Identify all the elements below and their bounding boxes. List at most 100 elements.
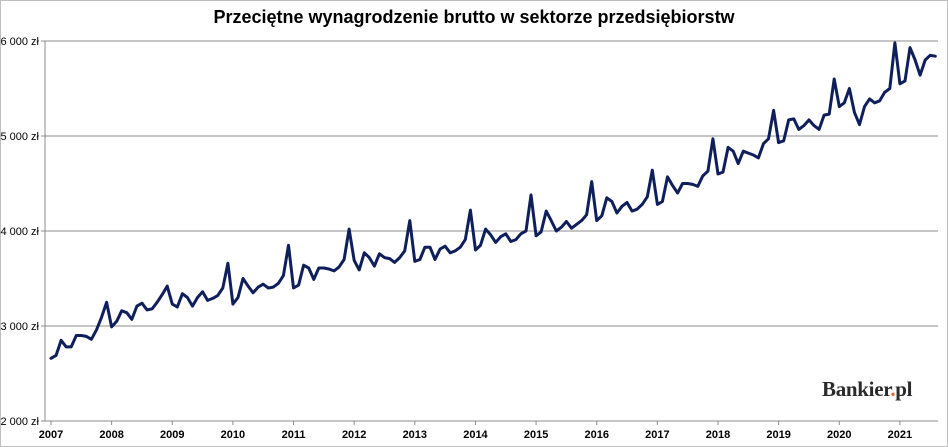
data-point: [833, 77, 836, 81]
data-point: [777, 141, 780, 144]
data-point: [206, 299, 209, 302]
data-point: [115, 320, 118, 323]
data-point: [171, 302, 174, 306]
data-point: [873, 101, 876, 105]
x-tick-label: 2011: [282, 429, 306, 441]
data-point: [201, 290, 204, 293]
data-point: [696, 185, 699, 188]
data-point: [671, 184, 674, 187]
data-point: [691, 183, 694, 186]
data-point: [337, 265, 341, 269]
data-point: [807, 118, 811, 122]
x-tick-label: 2020: [827, 429, 851, 441]
data-point: [494, 241, 497, 244]
data-point: [858, 123, 861, 126]
data-point: [666, 175, 669, 179]
chart-title: Przeciętne wynagrodzenie brutto w sektor…: [213, 7, 735, 27]
data-point: [95, 328, 98, 331]
data-point: [161, 293, 164, 296]
data-point: [610, 200, 614, 203]
data-point: [408, 219, 411, 222]
data-point: [646, 195, 649, 198]
data-point: [625, 201, 629, 204]
data-point: [635, 208, 639, 211]
data-point: [903, 79, 907, 83]
data-point: [312, 278, 315, 281]
x-tick-label: 2021: [888, 429, 912, 441]
data-point: [464, 238, 467, 241]
data-point: [686, 182, 689, 185]
data-point: [651, 169, 654, 172]
data-point: [620, 205, 624, 208]
data-point: [181, 292, 184, 295]
data-point: [656, 203, 659, 206]
data-point: [287, 244, 290, 247]
data-point: [176, 305, 179, 309]
data-point: [135, 304, 139, 308]
data-point: [363, 251, 366, 254]
data-point: [145, 308, 149, 312]
x-tick-label: 2018: [706, 429, 730, 441]
data-point: [236, 296, 240, 299]
logo-brand: Bankier: [822, 377, 891, 401]
x-tick-label: 2017: [645, 429, 669, 441]
data-point: [918, 74, 922, 77]
data-point: [742, 150, 745, 153]
data-point: [605, 196, 608, 199]
data-point: [191, 304, 194, 308]
data-point: [752, 153, 755, 157]
data-point: [499, 235, 502, 238]
data-point: [913, 58, 917, 62]
data-point: [49, 357, 53, 360]
y-tick-label: 2 000 zł: [0, 416, 39, 428]
data-point: [757, 156, 760, 160]
data-point: [474, 248, 477, 252]
data-point: [630, 209, 634, 213]
data-point: [292, 286, 295, 290]
data-point: [438, 247, 442, 251]
x-tick-label: 2013: [403, 429, 427, 441]
data-point: [721, 170, 725, 174]
data-point: [883, 91, 886, 94]
data-point: [75, 334, 78, 337]
data-point: [580, 219, 583, 222]
logo-suffix: pl: [895, 377, 913, 401]
data-point: [282, 274, 285, 277]
data-point: [575, 223, 578, 226]
data-point: [838, 105, 841, 108]
y-axis-ticks: 2 000 zł 3 000 zł 4 000 zł 5 000 zł 6 000 zł: [0, 36, 45, 428]
data-point: [332, 269, 336, 273]
data-point: [908, 46, 912, 49]
data-point: [125, 311, 128, 314]
data-point: [388, 257, 391, 260]
x-tick-label: 2012: [342, 429, 366, 441]
data-point: [454, 249, 457, 253]
data-point: [211, 297, 214, 300]
y-tick-label: 4 000 zł: [0, 226, 39, 238]
data-point: [676, 191, 679, 195]
y-tick-label: 6 000 zł: [0, 36, 39, 48]
data-point: [509, 240, 512, 243]
data-point: [514, 238, 518, 241]
data-point: [822, 113, 826, 117]
data-point: [782, 139, 785, 142]
data-point: [479, 244, 482, 247]
data-point: [863, 105, 866, 108]
data-point: [231, 302, 235, 306]
gridlines: [45, 40, 938, 422]
data-point: [449, 251, 452, 254]
data-point: [661, 200, 664, 203]
data-point: [529, 193, 533, 197]
data-point: [166, 284, 169, 288]
data-point: [443, 245, 447, 248]
data-point: [848, 87, 851, 90]
data-point: [130, 318, 133, 321]
data-point: [70, 345, 73, 349]
data-point: [90, 338, 93, 341]
data-point: [853, 111, 856, 114]
data-point: [595, 219, 598, 222]
data-point: [150, 307, 154, 311]
data-point: [80, 334, 83, 337]
x-tick-label: 2014: [463, 429, 488, 441]
